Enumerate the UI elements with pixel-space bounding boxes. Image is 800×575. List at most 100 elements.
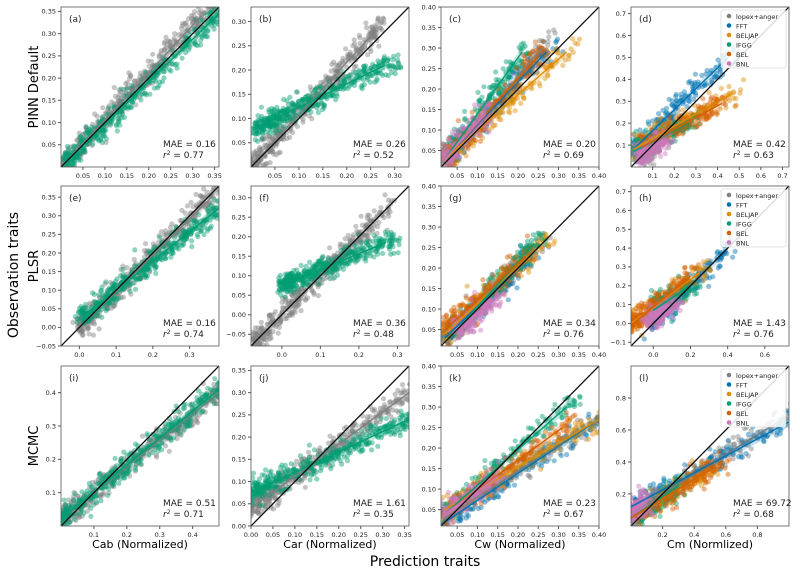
y-tick-label: 0.05 <box>422 147 436 155</box>
x-tick-label: 0.05 <box>268 172 282 180</box>
data-point <box>61 170 66 175</box>
r2-label: r2 = 0.69 <box>543 150 584 161</box>
data-point <box>87 331 92 336</box>
data-point <box>253 137 258 142</box>
r2-value: = <box>741 151 754 161</box>
data-point <box>220 21 225 26</box>
data-point <box>245 341 250 346</box>
data-point <box>209 224 214 229</box>
data-point <box>507 110 512 115</box>
y-tick-label: 0.20 <box>232 66 246 74</box>
y-tick-label: 0.3 <box>616 98 626 106</box>
data-point <box>475 90 480 95</box>
data-point <box>185 203 190 208</box>
r2-number: 0.52 <box>374 151 394 161</box>
data-point <box>232 0 237 3</box>
data-point <box>54 163 59 168</box>
data-point <box>90 141 95 146</box>
data-point <box>627 136 632 141</box>
data-point <box>300 120 305 125</box>
data-point <box>285 98 290 103</box>
y-tick-label: 0.30 <box>42 30 56 38</box>
data-point <box>225 0 230 4</box>
data-point <box>473 138 478 143</box>
data-point <box>285 117 290 122</box>
data-point <box>161 75 166 80</box>
y-tick-label: 0.10 <box>232 115 246 123</box>
x-tick-label: 0.30 <box>551 172 565 180</box>
y-tick-label: 0.6 <box>616 32 626 40</box>
x-tick-label: 0.25 <box>531 172 545 180</box>
data-point <box>54 161 59 166</box>
data-point <box>289 101 294 106</box>
data-point <box>224 3 229 8</box>
data-point <box>95 114 100 119</box>
mae-label: MAE = 0.26 <box>353 140 406 150</box>
data-point <box>238 3 243 8</box>
data-point <box>101 129 106 134</box>
data-point <box>226 196 231 201</box>
mae-label: MAE = 0.16 <box>163 140 216 150</box>
data-point <box>626 155 631 160</box>
data-point <box>541 39 546 44</box>
data-point <box>244 155 249 160</box>
data-point <box>219 10 224 15</box>
data-point <box>228 5 233 10</box>
r2-number: 0.74 <box>184 330 204 340</box>
data-point <box>670 138 675 143</box>
y-tick-label: 0.05 <box>42 141 56 149</box>
legend-marker <box>727 14 732 19</box>
y-tick-label: 0.5 <box>616 54 626 62</box>
xlabel-car: Car (Normalized) <box>283 538 376 551</box>
data-point <box>268 160 273 165</box>
data-point <box>133 287 138 292</box>
x-tick-label: 0.35 <box>572 172 586 180</box>
mae-label: MAE = 0.42 <box>733 140 786 150</box>
legend-item: FFT <box>736 23 747 31</box>
x-tick-label: 0.5 <box>734 172 744 180</box>
data-point <box>268 112 273 117</box>
data-point <box>235 203 240 208</box>
data-point <box>180 21 185 26</box>
y-tick-label: 0.05 <box>42 305 56 313</box>
data-point <box>221 6 226 11</box>
x-tick-label: 0.40 <box>592 172 606 180</box>
data-point <box>153 266 158 271</box>
data-point <box>700 96 705 101</box>
data-point <box>239 172 244 177</box>
x-tick-label: 0.1 <box>647 172 657 180</box>
data-point <box>100 140 105 145</box>
data-point <box>462 109 467 114</box>
y-tick-label: 0.10 <box>42 286 56 294</box>
data-point <box>194 192 199 197</box>
x-tick-label: 0.20 <box>142 172 156 180</box>
data-point <box>731 96 736 101</box>
data-point <box>353 224 358 229</box>
data-point <box>56 164 61 169</box>
x-tick-label: 0.05 <box>76 172 90 180</box>
mae-label: MAE = 0.16 <box>163 319 216 329</box>
data-point <box>76 310 81 315</box>
data-point <box>218 180 223 185</box>
data-point <box>238 155 243 160</box>
data-point <box>316 110 321 115</box>
data-point <box>546 34 551 39</box>
data-point <box>628 147 633 152</box>
data-point <box>224 26 229 31</box>
data-point <box>380 16 385 21</box>
y-tick-label: 0.20 <box>42 249 56 257</box>
data-point <box>219 203 224 208</box>
data-point <box>533 39 538 44</box>
data-point <box>225 192 230 197</box>
data-point <box>222 4 227 9</box>
data-point <box>551 27 556 32</box>
data-point <box>62 168 67 173</box>
data-point <box>228 6 233 11</box>
data-point <box>112 85 117 90</box>
data-point <box>99 315 104 320</box>
data-point <box>368 49 373 54</box>
row-label-pinn-default: PINN Default <box>27 46 42 129</box>
data-point <box>52 158 57 163</box>
x-tick-label: 0.05 <box>450 172 464 180</box>
